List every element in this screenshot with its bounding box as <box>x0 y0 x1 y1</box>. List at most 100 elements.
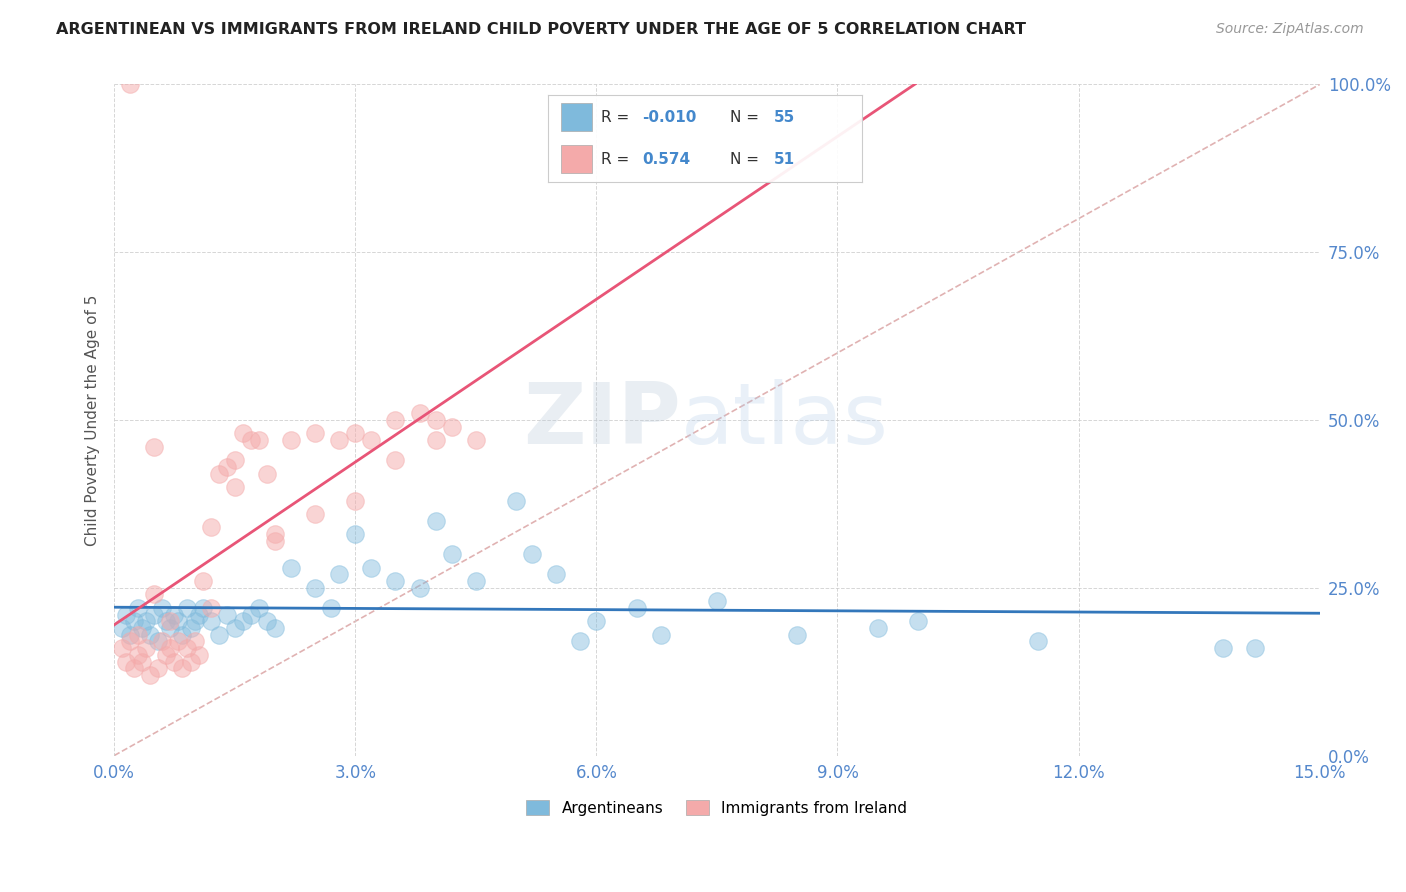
Point <box>152 601 174 615</box>
Point <box>183 634 205 648</box>
Point <box>280 560 302 574</box>
Point <box>224 621 246 635</box>
Point <box>124 661 146 675</box>
Point <box>163 607 186 622</box>
Point <box>176 641 198 656</box>
Point <box>148 634 170 648</box>
Point <box>247 601 270 615</box>
Point <box>127 628 149 642</box>
Point <box>183 615 205 629</box>
Point <box>115 607 138 622</box>
Point <box>264 533 287 548</box>
Point <box>256 467 278 481</box>
Point <box>304 507 326 521</box>
Point <box>148 661 170 675</box>
Point <box>200 601 222 615</box>
Point <box>187 607 209 622</box>
Point <box>256 615 278 629</box>
Point <box>384 453 406 467</box>
Text: atlas: atlas <box>681 378 889 461</box>
Point <box>143 587 166 601</box>
Point <box>440 419 463 434</box>
Point <box>167 634 190 648</box>
Point <box>167 615 190 629</box>
Point <box>264 527 287 541</box>
Point <box>384 574 406 588</box>
Point <box>224 480 246 494</box>
Point <box>360 560 382 574</box>
Point <box>232 615 254 629</box>
Point <box>304 426 326 441</box>
Point <box>239 433 262 447</box>
Point <box>120 628 142 642</box>
Point <box>569 634 592 648</box>
Point <box>200 520 222 534</box>
Point <box>425 433 447 447</box>
Y-axis label: Child Poverty Under the Age of 5: Child Poverty Under the Age of 5 <box>86 294 100 546</box>
Point <box>344 493 367 508</box>
Text: ZIP: ZIP <box>523 378 681 461</box>
Point <box>111 621 134 635</box>
Point <box>1212 641 1234 656</box>
Point <box>1028 634 1050 648</box>
Point <box>152 634 174 648</box>
Point <box>172 628 194 642</box>
Point <box>159 641 181 656</box>
Point <box>127 648 149 662</box>
Point <box>360 433 382 447</box>
Point <box>328 567 350 582</box>
Point <box>135 615 157 629</box>
Point <box>304 581 326 595</box>
Point <box>131 621 153 635</box>
Point <box>328 433 350 447</box>
Point <box>115 655 138 669</box>
Point <box>585 615 607 629</box>
Point <box>321 601 343 615</box>
Point <box>1244 641 1267 656</box>
Point <box>155 615 177 629</box>
Point <box>143 440 166 454</box>
Point <box>280 433 302 447</box>
Point <box>180 655 202 669</box>
Point <box>520 547 543 561</box>
Point <box>215 607 238 622</box>
Point <box>505 493 527 508</box>
Text: ARGENTINEAN VS IMMIGRANTS FROM IRELAND CHILD POVERTY UNDER THE AGE OF 5 CORRELAT: ARGENTINEAN VS IMMIGRANTS FROM IRELAND C… <box>56 22 1026 37</box>
Point <box>176 601 198 615</box>
Point <box>191 601 214 615</box>
Point <box>139 628 162 642</box>
Point <box>215 460 238 475</box>
Point <box>344 426 367 441</box>
Point <box>425 413 447 427</box>
Point <box>464 433 486 447</box>
Point <box>155 648 177 662</box>
Point <box>131 655 153 669</box>
Point <box>200 615 222 629</box>
Point <box>464 574 486 588</box>
Point <box>866 621 889 635</box>
Point <box>264 621 287 635</box>
Point <box>163 655 186 669</box>
Point <box>626 601 648 615</box>
Point <box>143 607 166 622</box>
Point <box>425 514 447 528</box>
Point <box>120 78 142 92</box>
Point <box>408 581 430 595</box>
Text: Source: ZipAtlas.com: Source: ZipAtlas.com <box>1216 22 1364 37</box>
Point <box>208 628 231 642</box>
Point <box>247 433 270 447</box>
Point <box>546 567 568 582</box>
Point <box>706 594 728 608</box>
Point <box>408 406 430 420</box>
Point <box>224 453 246 467</box>
Point <box>127 601 149 615</box>
Point <box>239 607 262 622</box>
Point <box>907 615 929 629</box>
Point <box>786 628 808 642</box>
Point <box>159 621 181 635</box>
Point <box>191 574 214 588</box>
Point <box>120 634 142 648</box>
Point <box>650 628 672 642</box>
Point <box>440 547 463 561</box>
Point <box>111 641 134 656</box>
